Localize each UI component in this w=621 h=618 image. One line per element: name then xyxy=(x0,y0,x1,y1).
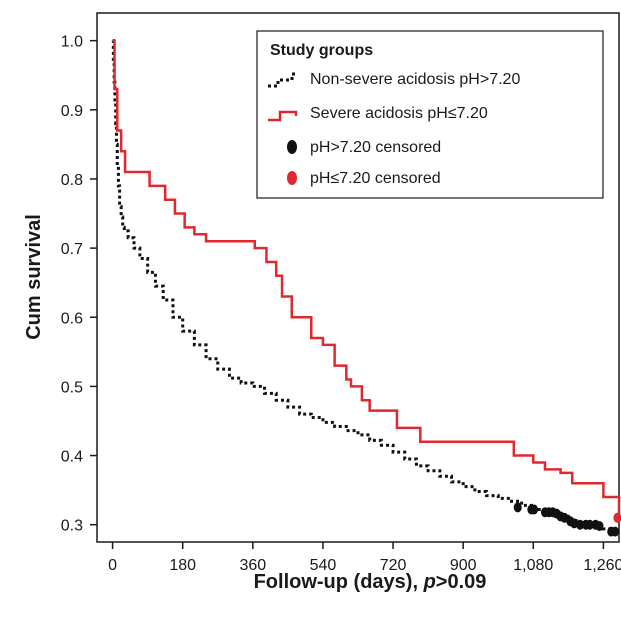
censor-point-nonsevere xyxy=(611,526,620,537)
x-tick-label: 900 xyxy=(450,557,477,574)
x-axis-title: Follow-up (days), p>0.09 xyxy=(254,571,487,593)
legend-label-severe: Severe acidosis pH≤7.20 xyxy=(310,105,488,122)
censor-point-nonsevere xyxy=(530,504,539,515)
series-layer xyxy=(111,39,621,532)
x-tick-label: 0 xyxy=(108,557,117,574)
y-axis-title: Cum survival xyxy=(23,214,45,340)
x-axis: 0 180 360 540 720 900 1,080 1,260 xyxy=(108,542,621,574)
series-line-nonsevere xyxy=(111,39,617,532)
legend-label-nonsevere: Non-severe acidosis pH>7.20 xyxy=(310,71,520,88)
x-axis-title-main: Follow-up (days), xyxy=(254,571,424,593)
y-tick-label: 0.7 xyxy=(61,241,83,258)
censor-point-nonsevere xyxy=(595,521,604,532)
legend-item-severe-censored: pH≤7.20 censored xyxy=(287,170,441,187)
plot-frame xyxy=(96,12,620,543)
x-tick-label: 720 xyxy=(380,557,407,574)
x-tick-label: 1,080 xyxy=(513,557,553,574)
y-tick-label: 0.4 xyxy=(61,449,83,466)
legend-label-severe-censored: pH≤7.20 censored xyxy=(310,170,441,187)
y-tick-label: 0.3 xyxy=(61,518,83,535)
legend-swatch-nonsevere xyxy=(268,72,298,88)
series-line-severe xyxy=(112,39,621,518)
y-tick-label: 0.8 xyxy=(61,172,83,189)
legend-item-nonsevere: Non-severe acidosis pH>7.20 xyxy=(268,71,520,88)
x-tick-label: 180 xyxy=(169,557,196,574)
censor-point-nonsevere xyxy=(513,502,522,513)
y-axis: 0.3 0.4 0.5 0.6 0.7 0.8 0.9 1.0 xyxy=(61,34,97,535)
legend-item-nonsevere-censored: pH>7.20 censored xyxy=(287,139,441,156)
legend-swatch-severe xyxy=(268,110,298,122)
censor-layer xyxy=(513,502,621,537)
x-axis-title-italic: p xyxy=(423,571,436,593)
y-tick-label: 1.0 xyxy=(61,34,83,51)
legend-label-nonsevere-censored: pH>7.20 censored xyxy=(310,139,441,156)
y-tick-label: 0.9 xyxy=(61,103,83,120)
legend-item-severe: Severe acidosis pH≤7.20 xyxy=(268,105,488,122)
legend: Study groups Non-severe acidosis pH>7.20… xyxy=(256,30,604,199)
y-tick-label: 0.5 xyxy=(61,379,83,396)
legend-marker-nonsevere-censored xyxy=(287,140,297,154)
y-tick-label: 0.6 xyxy=(61,310,83,327)
censor-point-severe xyxy=(613,512,621,523)
legend-title: Study groups xyxy=(270,42,373,59)
x-tick-label: 1,260 xyxy=(583,557,621,574)
x-tick-label: 540 xyxy=(310,557,337,574)
x-tick-label: 360 xyxy=(239,557,266,574)
x-axis-title-suffix: >0.09 xyxy=(436,571,487,593)
censor-point-nonsevere xyxy=(585,519,594,530)
legend-marker-severe-censored xyxy=(287,171,297,185)
censor-point-nonsevere xyxy=(576,519,585,530)
legend-box xyxy=(256,30,604,199)
